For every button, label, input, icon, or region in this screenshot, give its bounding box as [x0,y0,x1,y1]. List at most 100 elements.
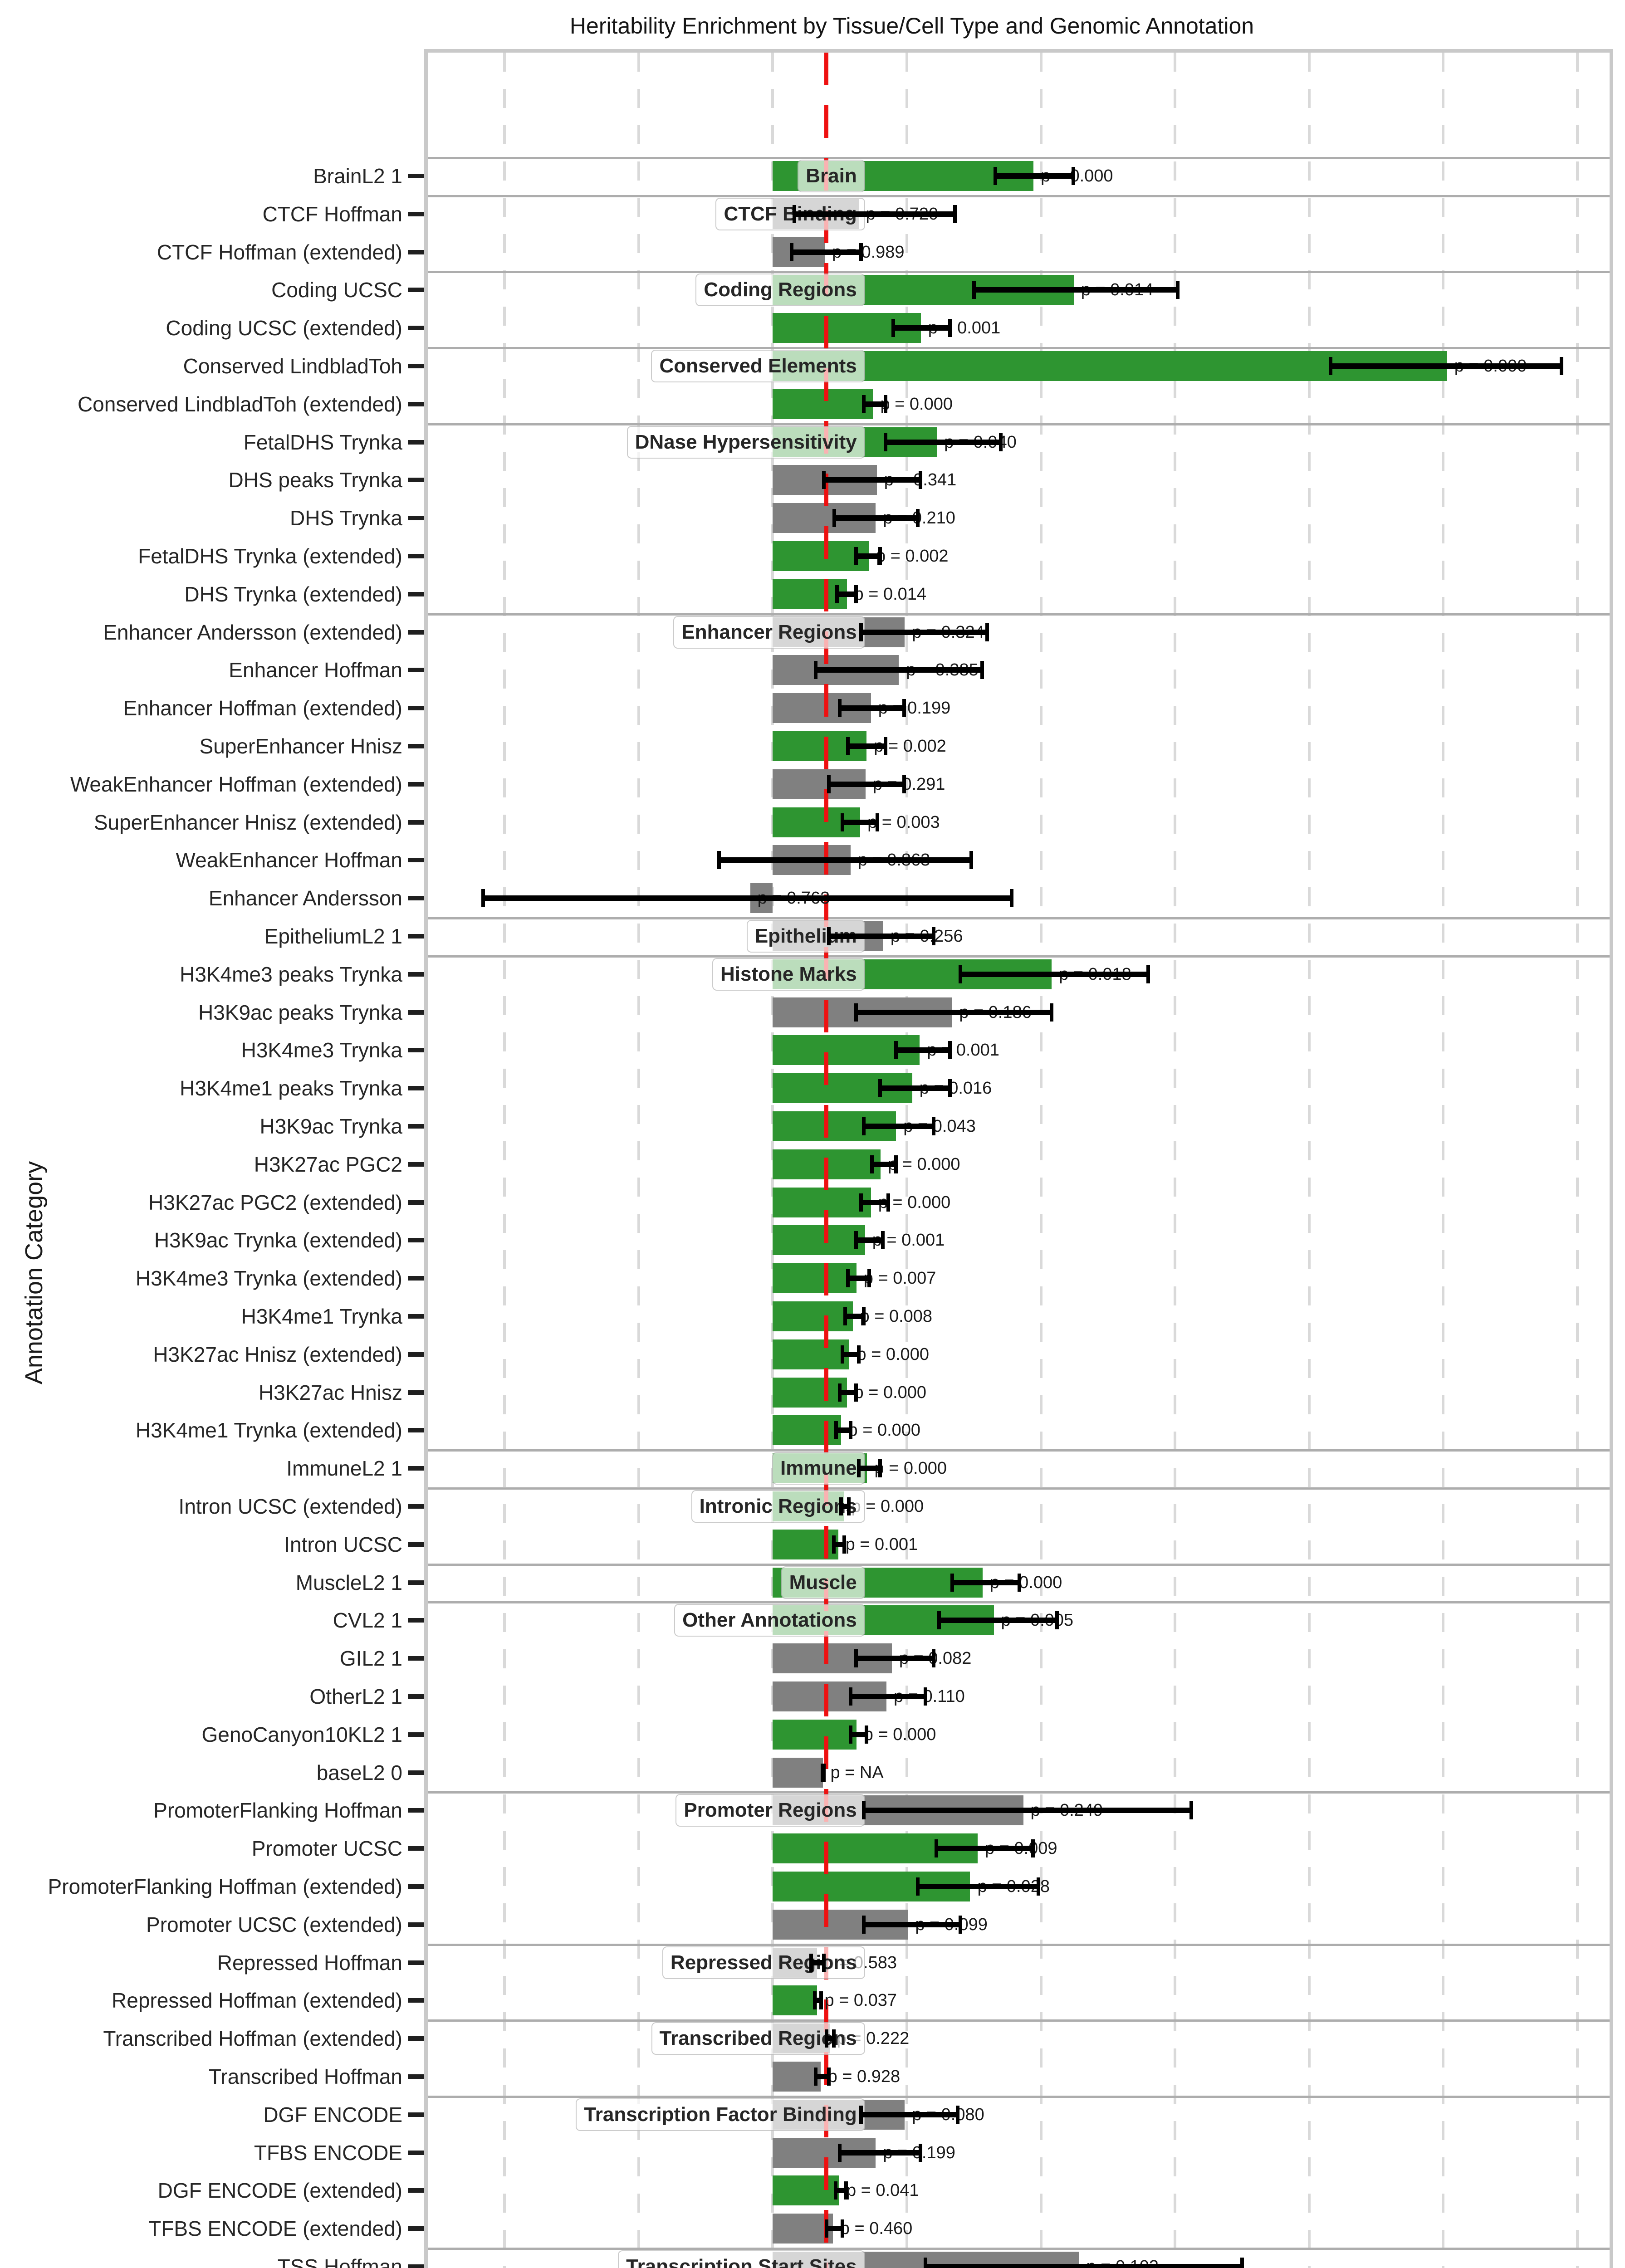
row-label: Enhancer Andersson (extended) [103,620,402,644]
y-tick [408,554,424,558]
reference-line [824,53,829,2268]
error-bar-cap [809,1953,813,1972]
error-bar-cap [846,737,850,755]
y-tick [408,401,424,406]
error-bar [829,781,905,787]
row-label: DGF ENCODE (extended) [157,2179,402,2203]
error-bar-cap [1071,167,1075,185]
bar [773,2062,821,2092]
p-value-label: p = 0.000 [874,1459,947,1478]
error-bar [837,591,856,597]
group-separator [428,2248,1610,2250]
group-separator [428,271,1610,274]
group-header: DNase Hypersensitivity [627,425,865,459]
error-bar-cap [881,1231,885,1250]
error-bar [836,1427,851,1433]
error-bar-cap [924,1687,928,1706]
group-separator [428,347,1610,349]
group-separator [428,195,1610,197]
y-tick [408,1846,424,1851]
group-header: Promoter Regions [675,1794,865,1827]
row-label: H3K27ac PGC2 [254,1152,402,1176]
y-tick [408,858,424,863]
error-bar-cap [841,2219,845,2238]
error-bar [856,1656,934,1662]
error-bar-cap [859,2105,863,2124]
error-bar-cap [854,1231,858,1250]
group-header: Intronic Regions [691,1490,865,1523]
error-bar-cap [844,2181,848,2200]
error-bar-cap [980,661,984,679]
error-bar-cap [847,1497,851,1515]
error-bar [936,1846,1033,1852]
y-tick [408,630,424,635]
error-bar-cap [827,775,831,793]
chart-title: Heritability Enrichment by Tissue/Cell T… [569,13,1254,39]
error-bar [925,2264,1242,2268]
row-label: CTCF Hoffman [262,202,402,226]
y-tick [408,1390,424,1395]
y-tick [408,1770,424,1775]
error-bar [1331,363,1561,369]
error-bar [861,1199,888,1205]
row-label: DHS Trynka [290,506,402,530]
error-bar-cap [813,661,817,679]
error-bar-cap [862,1801,866,1820]
y-tick [408,2112,424,2117]
y-tick [408,1922,424,1927]
y-tick [408,1580,424,1585]
error-bar-cap [848,1421,852,1440]
error-bar [885,439,1001,445]
error-bar-cap [902,775,906,793]
row-label: CTCF Hoffman (extended) [157,240,402,264]
error-bar-cap [848,1687,852,1706]
p-value-label: p = 0.460 [840,2219,913,2239]
error-bar [815,667,982,673]
row-label: H3K4me3 Trynka (extended) [135,1266,402,1290]
error-bar [896,1047,950,1053]
row-label: Conserved LindbladToh [183,354,402,378]
y-tick [408,668,424,673]
y-tick [408,1542,424,1547]
y-tick [408,288,424,293]
bar [773,389,873,419]
error-bar-cap [878,547,882,565]
group-header: Immune [772,1452,865,1485]
row-label: H3K27ac Hnisz [258,1380,402,1404]
error-bar [842,819,877,825]
gridline [1576,53,1579,2268]
error-bar-cap [857,1459,861,1478]
error-bar-cap [835,585,839,603]
error-bar-cap [841,1345,845,1364]
row-label: PromoterFlanking Hoffman (extended) [48,1875,402,1898]
y-tick [408,1428,424,1433]
error-bar-cap [859,623,863,641]
error-bar [842,1351,859,1357]
error-bar [850,1694,926,1699]
error-bar-cap [859,243,863,261]
bar [773,2214,833,2244]
y-tick [408,2188,424,2193]
group-header: Transcription Start Sites [618,2250,865,2268]
group-separator [428,1487,1610,1490]
y-tick [408,1352,424,1357]
row-label: EpitheliumL2 1 [264,924,402,948]
error-bar-cap [891,319,896,337]
error-bar [829,934,934,939]
error-bar-cap [985,623,989,641]
error-bar-cap [832,509,837,528]
bar [773,1225,865,1256]
y-tick [408,174,424,178]
error-bar [815,2074,829,2079]
error-bar-cap [953,205,957,223]
error-bar [893,325,950,331]
row-label: DGF ENCODE [263,2102,402,2126]
y-tick [408,1732,424,1737]
y-tick [408,2074,424,2079]
y-tick [408,364,424,368]
y-tick [408,2226,424,2231]
row-label: Conserved LindbladToh (extended) [77,392,402,416]
group-separator [428,2019,1610,2022]
